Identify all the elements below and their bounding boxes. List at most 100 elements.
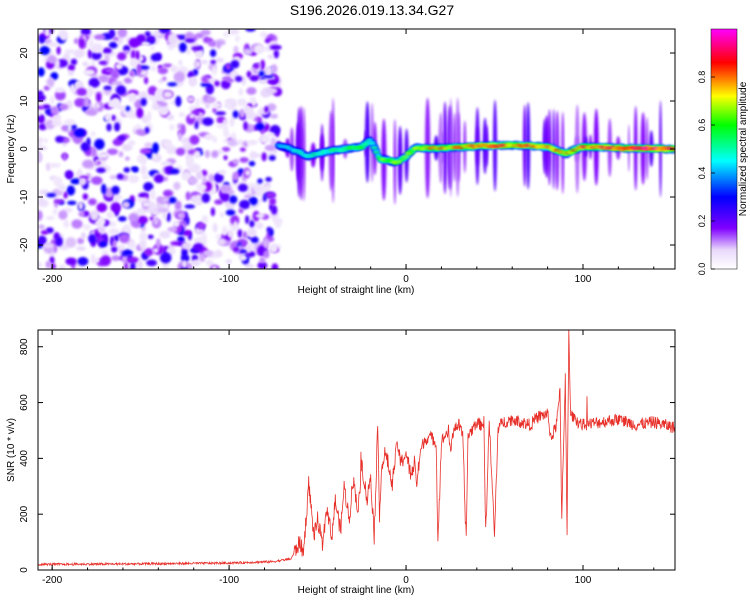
noise-blob [52,114,62,121]
noise-blob [201,232,207,243]
noise-blob [78,201,84,210]
noise-blob [154,88,166,100]
noise-blob [38,110,42,117]
heatmap-y-ticks: -20 -10 0 10 20 [19,47,675,252]
noise-blob [158,78,164,84]
noise-blob [265,191,277,199]
noise-blob [184,38,196,43]
noise-blob [239,199,251,210]
noise-blob [231,132,237,140]
noise-blob [260,59,266,71]
noise-blob [265,87,278,95]
ridge-blob [401,157,407,160]
noise-blob [196,171,203,180]
noise-blob [63,191,68,199]
noise-blob [245,169,251,176]
noise-blob [45,39,52,44]
noise-blob [189,114,195,119]
noise-blob [71,219,83,229]
noise-blob [238,254,248,261]
ridge-blob [310,154,316,157]
noise-blob [104,113,112,122]
x-tick-label: -200 [42,575,62,586]
noise-blob [62,152,67,161]
noise-blob [108,221,117,227]
noise-blob [186,96,196,103]
noise-blob [250,236,259,244]
noise-blob [143,182,154,192]
noise-blob [67,70,74,76]
noise-blob [38,235,47,246]
noise-blob [225,63,232,71]
noise-blob [67,64,76,71]
noise-blob [127,113,138,119]
noise-blob [112,98,121,108]
noise-blob [194,199,201,205]
noise-blob [139,239,147,250]
noise-blob [172,220,180,228]
noise-blob [270,124,281,135]
noise-blob [182,260,187,269]
noise-blob [38,67,45,77]
noise-blob [245,215,250,225]
noise-blob [67,123,72,133]
noise-blob [91,176,103,185]
noise-blob [220,184,232,194]
noise-blob [167,114,174,121]
noise-blob [188,176,198,185]
noise-blob [227,29,240,35]
noise-blob [181,242,192,250]
noise-blob [102,47,112,54]
noise-blob [82,159,95,169]
noise-blob [144,76,149,85]
noise-blob [212,136,217,143]
noise-blob [39,195,44,203]
ridge-blob [562,153,569,156]
colorbar-label: Normalized spectral amplitude [738,81,749,216]
ridge-blob [396,160,403,163]
noise-blob [107,148,118,155]
snr-panel: -200 -100 0 100 0 200 400 600 800 Height of str… [6,329,676,596]
noise-blob [196,183,207,192]
figure-title: S196.2026.019.13.34.G27 [290,2,454,18]
noise-blob [269,203,274,211]
noise-blob [255,122,265,131]
noise-blob [188,76,198,87]
noise-blob [80,29,91,36]
noise-blob [70,58,78,66]
noise-blob [238,208,244,214]
x-tick-label: -100 [219,575,239,586]
noise-blob [77,168,82,177]
noise-blob [76,246,86,251]
noise-blob [50,263,56,269]
noise-blob [114,122,121,132]
noise-blob [90,131,96,137]
noise-blob [169,168,180,175]
noise-blob [118,216,127,222]
noise-blob [173,181,181,191]
noise-blob [191,259,201,267]
noise-blob [216,57,225,63]
noise-blob [67,200,77,205]
x-tick-label: -200 [42,274,62,285]
ridge-blob [399,158,405,161]
noise-blob [235,75,243,82]
noise-blob [58,264,66,269]
noise-blob [125,156,130,161]
noise-blob [267,54,274,60]
noise-blob [223,31,230,38]
noise-blob [146,259,158,267]
noise-blob [174,200,182,211]
noise-blob [73,49,86,58]
noise-blob [156,196,164,203]
noise-blob [267,103,277,112]
noise-blob [39,46,50,55]
y-tick-label: 10 [19,95,30,107]
noise-blob [196,221,207,230]
noise-blob [117,135,127,142]
noise-blob [96,160,101,166]
noise-blob [223,131,230,138]
noise-blob [116,105,126,110]
noise-blob [137,197,148,203]
y-tick-label: 800 [19,338,30,355]
